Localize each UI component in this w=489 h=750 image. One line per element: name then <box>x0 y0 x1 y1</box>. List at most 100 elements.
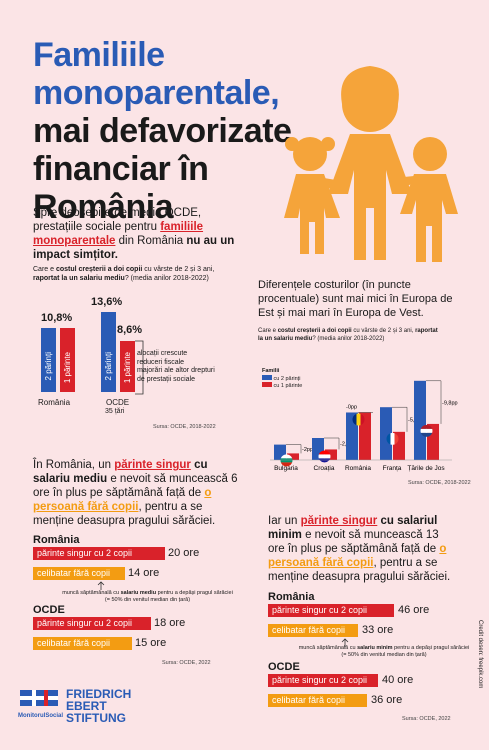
p-highlight: părinte singur <box>114 459 191 471</box>
legend-title: Familii <box>262 368 280 374</box>
p-highlight: o persoană fără copii <box>33 487 212 513</box>
hbar-single-parent: părinte singur cu 2 copii <box>268 674 378 687</box>
p-text: e nevoit să muncească 6 ore în plus pe s… <box>33 473 238 499</box>
fes-logo: FRIEDRICH EBERT STIFTUNG <box>66 688 131 724</box>
title-line-3: financiar în <box>33 150 209 188</box>
p-text: , pentru a se menține deasupra pragului … <box>33 501 216 527</box>
bar-oecd-2parents <box>101 312 116 392</box>
hbar-single-parent: părinte singur cu 2 copii <box>33 547 165 560</box>
category-label: OCDE <box>106 398 130 407</box>
p-bold: cu <box>190 459 208 471</box>
legend-swatch <box>262 382 272 387</box>
bar-2-parents <box>380 407 392 460</box>
q-text: Care e <box>33 266 56 273</box>
chart2-description: Diferențele costurilor (în puncte procen… <box>258 279 453 319</box>
chart2-bars: -2ppBulgaria-2,6ppCroația-0ppRomânia-5,6… <box>270 380 458 472</box>
intro-highlight: familiile monoparentale <box>33 221 204 247</box>
source-note: Sursa: OCDE, 2018-2022 <box>408 480 471 486</box>
legend-label: cu 2 părinți <box>273 376 301 382</box>
country-flag-icon <box>352 413 365 426</box>
intro-paragraph: Spre deosebire de media OCDE, prestațiil… <box>33 206 253 262</box>
category-label: Bulgaria <box>274 465 298 472</box>
section-romania: România <box>268 591 315 603</box>
annotation-bracket <box>135 340 144 395</box>
value-label: 10,8% <box>41 312 73 324</box>
source-note: Sursa: OCDE, 2018-2022 <box>153 424 216 430</box>
chart2-question: Care e costul creșterii a doi copii cu v… <box>258 328 438 343</box>
difference-bracket <box>324 437 340 450</box>
min-note: muncă săptămânală cu salariu minim pentr… <box>298 645 470 659</box>
hbar-value: 46 ore <box>398 604 430 616</box>
note-bold: salariu mediu <box>120 590 157 596</box>
oecd-subtitle: 35 țări <box>105 408 125 415</box>
section-oecd: OCDE <box>33 604 65 616</box>
q-bold: costul creșterii a doi copii <box>55 266 143 273</box>
country-flag-icon <box>280 454 293 467</box>
note-text: muncă săptămânală cu <box>298 645 358 651</box>
difference-label: -2pp <box>302 447 313 453</box>
intro-text-3: din România <box>115 235 187 247</box>
difference-bracket <box>392 406 408 432</box>
legend-item: cu 1 părinte <box>262 382 302 389</box>
country-flag-icon <box>386 432 399 445</box>
annotation-line: majorări ale altor drepturi de prestații… <box>137 367 215 383</box>
category-label: Croația <box>314 465 335 472</box>
intro-bold: nu au un impact simțitor. <box>33 235 235 261</box>
bar-label: 1 părinte <box>123 352 132 384</box>
source-note: Sursa: OCDE, 2022 <box>402 716 451 722</box>
source-note: Sursa: OCDE, 2022 <box>162 660 211 666</box>
p-text: , pentru a se menține deasupra pragului … <box>268 557 451 583</box>
q-text: ? (media anilor 2018-2022) <box>312 335 385 342</box>
fes-line: EBERT <box>66 699 107 713</box>
title-line-1: Familiile monoparentale, <box>33 36 280 112</box>
annotation-line: reduceri fiscale <box>137 358 185 366</box>
q-text: Care e <box>258 328 278 334</box>
hbar-single-no-children: celibatar fără copii <box>268 624 358 637</box>
bar-romania-2parents <box>41 328 56 392</box>
country-flag-icon <box>420 424 433 437</box>
bar-oecd-1parent <box>120 341 135 392</box>
difference-label: -9,8pp <box>442 400 458 406</box>
chart2-legend: Familii cu 2 părinți cu 1 părinte <box>262 368 302 389</box>
note-bold: salariu minim <box>357 645 393 651</box>
title-line-4: România <box>33 188 174 226</box>
bar-label: 1 părinte <box>63 352 72 384</box>
note-arrow <box>341 638 349 647</box>
hbar-value: 36 ore <box>371 694 403 706</box>
chart1: 10,8% 2 părinți 1 părinte România 13,6% … <box>33 290 253 440</box>
legend-label: cu 1 părinte <box>273 383 303 389</box>
p-bold: cu <box>377 515 398 527</box>
hbar-single-no-children: celibatar fără copii <box>33 637 132 650</box>
hbar-value: 14 ore <box>128 567 160 579</box>
fes-line: STIFTUNG <box>66 711 126 725</box>
note-text: pentru a depăși pragul sărăciei (= 50% d… <box>104 590 233 603</box>
fes-line: FRIEDRICH <box>66 687 132 701</box>
title-line-2: mai defavorizate <box>33 112 292 150</box>
hbar-value: 20 ore <box>168 547 200 559</box>
hbar-value: 40 ore <box>382 674 414 686</box>
q-text: cu vârste de 2 și 3 ani, <box>351 328 416 334</box>
p-highlight: părinte singur <box>300 515 378 527</box>
chart1-question: Care e costul creșterii a doi copii cu v… <box>33 266 233 283</box>
category-label: România <box>38 398 71 407</box>
p-bold: salariu mediu <box>33 473 108 485</box>
hbar-single-no-children: celibatar fără copii <box>33 567 125 580</box>
section-romania: România <box>33 534 80 546</box>
q-bold: raportat la un salariu mediu <box>33 274 125 282</box>
p-text: În România, un <box>33 459 115 471</box>
bar-romania-1parent <box>60 328 75 392</box>
monitorul-social-text: MonitorulSocial <box>18 713 63 719</box>
q-bold: costul creșterii a doi copii <box>277 328 352 334</box>
hbar-value: 18 ore <box>154 617 186 629</box>
p-text: e nevoit să muncească 13 ore în plus pe … <box>268 529 440 555</box>
country-flag-icon <box>318 450 331 463</box>
credit-text: Credit desen: freepik.com <box>477 620 483 689</box>
intro-text-1: Spre deosebire de media OCDE, prestațiil… <box>33 207 202 233</box>
value-label: 13,6% <box>91 296 123 308</box>
q-text: cu vârste de 2 și 3 ani, <box>142 266 215 273</box>
hbar-single-no-children: celibatar fără copii <box>268 694 367 707</box>
page-title: Familiile monoparentale, mai defavorizat… <box>33 36 393 226</box>
hbar-single-parent: părinte singur cu 2 copii <box>33 617 151 630</box>
bar-label: 2 părinți <box>104 352 113 381</box>
hbar-value: 33 ore <box>362 624 394 636</box>
